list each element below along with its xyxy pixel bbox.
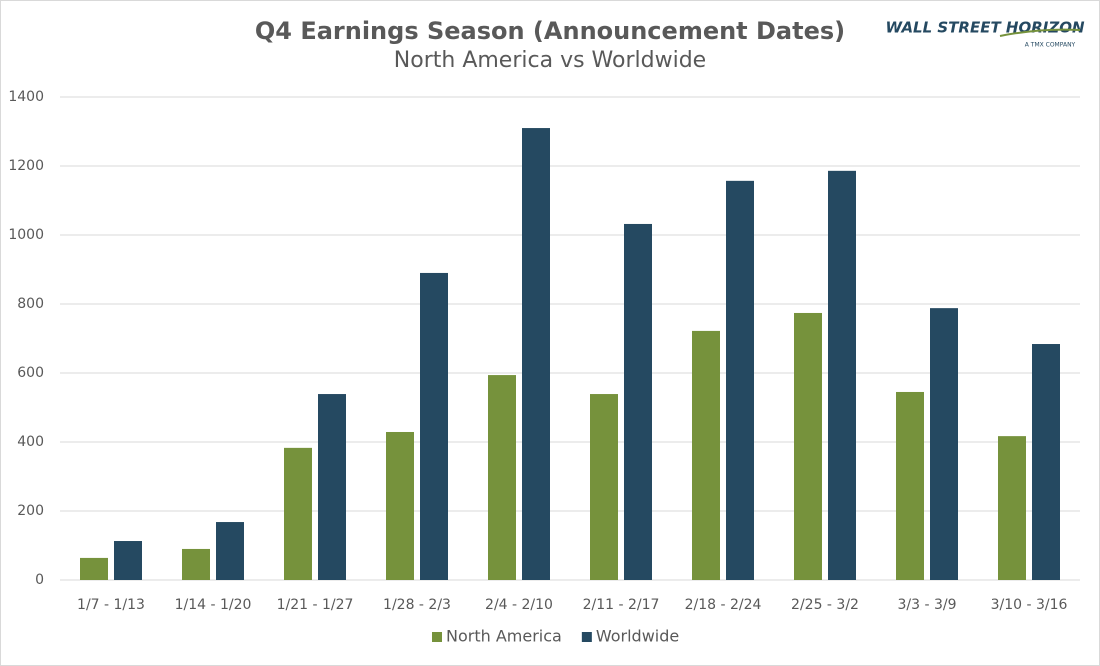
x-tick-label: 1/28 - 2/3 xyxy=(383,597,451,613)
bar xyxy=(318,394,346,580)
x-tick-label: 1/21 - 1/27 xyxy=(277,597,354,613)
bar xyxy=(828,170,856,580)
y-tick-label: 400 xyxy=(17,434,44,450)
y-tick-label: 200 xyxy=(17,503,44,519)
x-tick-label: 3/10 - 3/16 xyxy=(991,597,1068,613)
y-tick-label: 1200 xyxy=(8,158,44,174)
legend-label: North America xyxy=(446,627,562,646)
logo-swoosh xyxy=(999,28,1081,37)
bar xyxy=(114,541,142,580)
y-tick-label: 800 xyxy=(17,296,44,312)
logo-tagline: A TMX COMPANY xyxy=(1025,42,1076,49)
bar xyxy=(80,557,108,580)
x-tick-label: 2/4 - 2/10 xyxy=(485,597,553,613)
bar xyxy=(692,330,720,580)
x-tick-label: 1/7 - 1/13 xyxy=(77,597,145,613)
bar xyxy=(624,223,652,580)
bar xyxy=(590,394,618,580)
legend-swatch xyxy=(432,632,442,642)
bar xyxy=(182,548,210,580)
bar xyxy=(930,308,958,580)
bar xyxy=(216,522,244,580)
legend-swatch xyxy=(581,632,592,642)
logo-name: WALL STREET HORIZON xyxy=(885,19,1085,37)
chart-subtitle: North America vs Worldwide xyxy=(394,48,706,73)
bar xyxy=(488,375,516,580)
x-tick-label: 3/3 - 3/9 xyxy=(897,597,956,613)
x-tick-label: 2/18 - 2/24 xyxy=(685,597,762,613)
x-tick-label: 2/11 - 2/17 xyxy=(583,597,660,613)
bar xyxy=(1032,344,1060,580)
bar xyxy=(896,391,924,580)
x-tick-label: 2/25 - 3/2 xyxy=(791,597,859,613)
legend-label: Worldwide xyxy=(596,627,679,646)
bar xyxy=(794,312,822,580)
bar xyxy=(726,180,754,580)
bar xyxy=(522,128,550,581)
y-tick-label: 0 xyxy=(35,572,44,588)
bar xyxy=(420,272,448,580)
y-tick-label: 1000 xyxy=(8,227,44,243)
chart-title: Q4 Earnings Season (Announcement Dates) xyxy=(255,17,845,45)
bar xyxy=(386,431,414,580)
y-tick-label: 600 xyxy=(17,365,44,381)
x-tick-label: 1/14 - 1/20 xyxy=(175,597,252,613)
y-tick-label: 1400 xyxy=(8,89,44,105)
bar xyxy=(284,447,312,580)
bar xyxy=(998,436,1026,580)
